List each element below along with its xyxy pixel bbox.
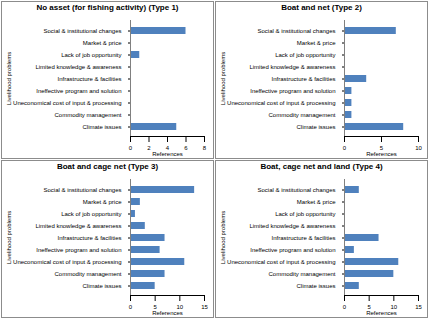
svg-text:Social & institutional changes: Social & institutional changes bbox=[257, 187, 335, 193]
svg-text:References: References bbox=[366, 151, 397, 157]
svg-text:0: 0 bbox=[129, 145, 133, 151]
svg-text:Livelihood problems: Livelihood problems bbox=[6, 211, 12, 264]
svg-text:10: 10 bbox=[176, 303, 184, 310]
svg-text:Climate issues: Climate issues bbox=[82, 283, 121, 289]
svg-text:Uneconomical cost of input & p: Uneconomical cost of input & processing bbox=[227, 100, 335, 106]
svg-text:4: 4 bbox=[165, 144, 170, 151]
svg-text:0: 0 bbox=[343, 145, 347, 151]
svg-text:Infrastructure & facilities: Infrastructure & facilities bbox=[271, 76, 335, 82]
svg-text:Infrastructure & facilities: Infrastructure & facilities bbox=[57, 76, 121, 82]
svg-text:Climate issues: Climate issues bbox=[296, 283, 335, 289]
html-text:Boat and cage net (Type 3): Boat and cage net (Type 3) bbox=[56, 162, 159, 171]
svg-text:15: 15 bbox=[201, 304, 208, 310]
html-text:Boat and net (Type 2): Boat and net (Type 2) bbox=[281, 3, 362, 12]
svg-text:Ineffective program and soluti: Ineffective program and solution bbox=[250, 247, 335, 253]
svg-text:References: References bbox=[152, 310, 183, 316]
svg-text:Infrastructure & facilities: Infrastructure & facilities bbox=[57, 235, 121, 241]
svg-text:Ineffective program and soluti: Ineffective program and solution bbox=[36, 247, 121, 253]
svg-text:10: 10 bbox=[390, 303, 398, 310]
svg-text:6: 6 bbox=[184, 145, 188, 151]
svg-text:Market & price: Market & price bbox=[297, 40, 336, 46]
svg-text:10: 10 bbox=[415, 145, 422, 151]
html-text:No asset (for fishing activity: No asset (for fishing activity) (Type 1) bbox=[36, 3, 179, 12]
svg-text:Lack of job opportunity: Lack of job opportunity bbox=[61, 211, 121, 217]
svg-text:Lack of job opportunity: Lack of job opportunity bbox=[275, 211, 335, 217]
svg-text:2: 2 bbox=[147, 145, 151, 151]
svg-text:0: 0 bbox=[343, 304, 347, 310]
svg-text:Infrastructure & facilities: Infrastructure & facilities bbox=[271, 235, 335, 241]
svg-text:Uneconomical cost of input & p: Uneconomical cost of input & processing bbox=[13, 100, 121, 106]
svg-text:References: References bbox=[366, 310, 397, 316]
svg-text:Market & price: Market & price bbox=[83, 40, 122, 46]
svg-text:Climate issues: Climate issues bbox=[82, 124, 121, 130]
svg-text:0: 0 bbox=[129, 304, 133, 310]
svg-text:Commodity management: Commodity management bbox=[54, 271, 121, 277]
svg-text:Limited knowledge & awareness: Limited knowledge & awareness bbox=[249, 64, 335, 70]
svg-text:Uneconomical cost of input & p: Uneconomical cost of input & processing bbox=[13, 259, 121, 265]
svg-text:8: 8 bbox=[203, 145, 207, 151]
svg-text:Limited knowledge & awareness: Limited knowledge & awareness bbox=[35, 223, 121, 229]
svg-text:15: 15 bbox=[415, 304, 422, 310]
svg-text:Limited knowledge & awareness: Limited knowledge & awareness bbox=[35, 64, 121, 70]
svg-text:References: References bbox=[152, 151, 183, 157]
svg-text:Limited knowledge & awareness: Limited knowledge & awareness bbox=[249, 223, 335, 229]
svg-text:5: 5 bbox=[367, 303, 371, 310]
svg-text:Lack of job opportunity: Lack of job opportunity bbox=[275, 52, 335, 58]
svg-text:Market & price: Market & price bbox=[297, 199, 336, 205]
svg-text:Lack of job opportunity: Lack of job opportunity bbox=[61, 52, 121, 58]
svg-text:Commodity management: Commodity management bbox=[54, 112, 121, 118]
svg-text:Social & institutional changes: Social & institutional changes bbox=[43, 28, 121, 34]
svg-text:5: 5 bbox=[379, 144, 384, 151]
html-text:Boat, cage net and land (Type: Boat, cage net and land (Type 4) bbox=[260, 162, 383, 171]
svg-text:Ineffective program and soluti: Ineffective program and solution bbox=[250, 88, 335, 94]
svg-text:Climate issues: Climate issues bbox=[296, 124, 335, 130]
svg-text:Commodity management: Commodity management bbox=[268, 112, 335, 118]
svg-text:Ineffective program and soluti: Ineffective program and solution bbox=[36, 88, 121, 94]
svg-text:Social & institutional changes: Social & institutional changes bbox=[43, 187, 121, 193]
svg-text:5: 5 bbox=[153, 303, 157, 310]
svg-text:Uneconomical cost of input & p: Uneconomical cost of input & processing bbox=[227, 259, 335, 265]
svg-text:Market & price: Market & price bbox=[83, 199, 122, 205]
svg-text:Livelihood problems: Livelihood problems bbox=[6, 52, 12, 105]
svg-text:Commodity management: Commodity management bbox=[268, 271, 335, 277]
svg-text:Livelihood problems: Livelihood problems bbox=[220, 211, 226, 264]
svg-text:Social & institutional changes: Social & institutional changes bbox=[257, 28, 335, 34]
svg-text:Livelihood problems: Livelihood problems bbox=[220, 52, 226, 105]
